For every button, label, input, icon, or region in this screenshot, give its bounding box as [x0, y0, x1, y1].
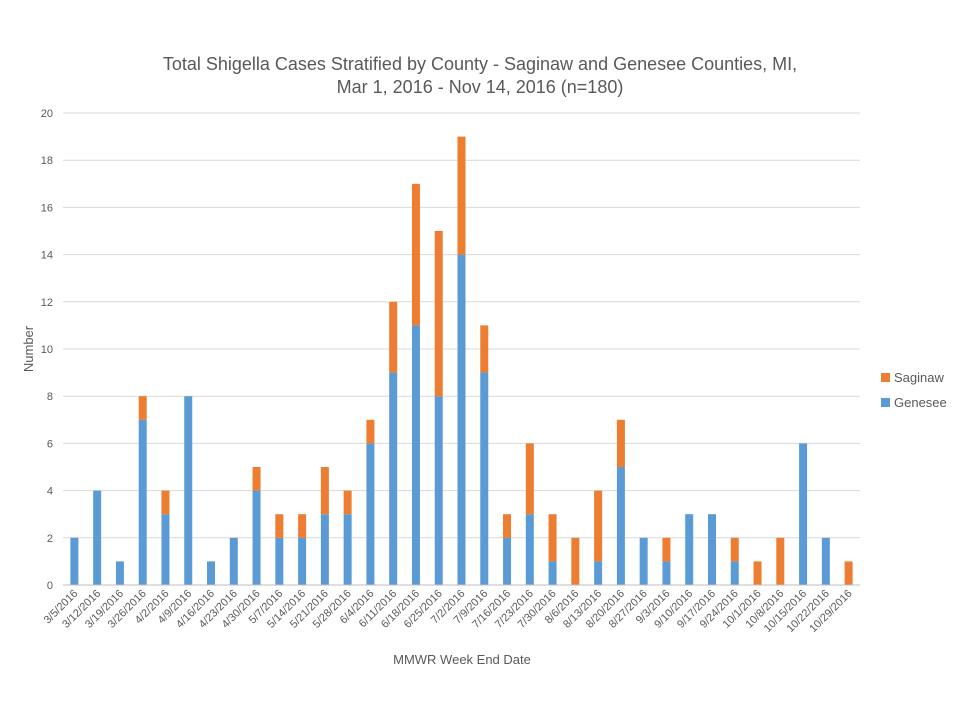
- bar-saginaw-10-29-2016: [844, 561, 853, 585]
- legend: Saginaw Genesee: [881, 370, 947, 410]
- bar-genesee-5-7-2016: [275, 537, 284, 585]
- bar-genesee-3-5-2016: [70, 537, 79, 585]
- bar-genesee-9-24-2016: [730, 561, 739, 585]
- bar-genesee-5-28-2016: [343, 514, 352, 585]
- chart-subtitle: Mar 1, 2016 - Nov 14, 2016 (n=180): [337, 77, 624, 97]
- bar-saginaw-8-6-2016: [571, 537, 580, 585]
- bar-genesee-6-11-2016: [389, 372, 398, 585]
- bar-saginaw-8-13-2016: [594, 490, 603, 562]
- y-tick-label: 8: [47, 391, 53, 403]
- bar-genesee-7-2-2016: [457, 254, 466, 585]
- y-tick-label: 12: [41, 297, 53, 309]
- bar-genesee-7-30-2016: [548, 561, 557, 585]
- x-axis-ticks: 3/5/20163/12/20163/19/20163/26/20164/2/2…: [42, 588, 855, 635]
- bar-saginaw-8-20-2016: [616, 419, 625, 467]
- y-axis-title: Number: [21, 325, 36, 372]
- bar-genesee-3-19-2016: [115, 561, 124, 585]
- bar-genesee-4-23-2016: [229, 537, 238, 585]
- y-axis-ticks: 0 2 4 6 8 10 12 14 16 18 20: [41, 108, 53, 592]
- bar-saginaw-4-30-2016: [252, 467, 261, 491]
- bar-saginaw-5-14-2016: [298, 514, 307, 538]
- legend-swatch-saginaw: [881, 373, 890, 382]
- bar-genesee-10-22-2016: [821, 537, 830, 585]
- bar-genesee-6-4-2016: [366, 443, 375, 585]
- bar-saginaw-9-3-2016: [662, 537, 671, 562]
- bar-saginaw-7-2-2016: [457, 136, 466, 255]
- bar-genesee-4-2-2016: [161, 514, 170, 585]
- y-tick-label: 4: [47, 486, 53, 498]
- bar-saginaw-6-4-2016: [366, 419, 375, 444]
- bar-genesee-4-9-2016: [184, 396, 193, 585]
- bar-genesee-7-16-2016: [503, 537, 512, 585]
- bar-genesee-5-14-2016: [298, 537, 307, 585]
- bar-genesee-5-21-2016: [320, 514, 329, 585]
- y-tick-label: 6: [47, 438, 53, 450]
- y-tick-label: 0: [47, 580, 53, 592]
- bar-saginaw-7-16-2016: [503, 514, 512, 538]
- y-tick-label: 20: [41, 108, 53, 120]
- bar-saginaw-10-8-2016: [776, 537, 785, 585]
- bar-genesee-10-15-2016: [799, 443, 808, 585]
- bar-saginaw-6-25-2016: [434, 231, 443, 397]
- bar-saginaw-10-1-2016: [753, 561, 762, 585]
- bar-saginaw-7-30-2016: [548, 514, 557, 562]
- bar-genesee-3-12-2016: [93, 490, 102, 585]
- bar-saginaw-3-26-2016: [138, 396, 147, 420]
- bar-saginaw-4-2-2016: [161, 490, 170, 515]
- y-tick-label: 10: [41, 344, 53, 356]
- bar-saginaw-5-7-2016: [275, 514, 284, 538]
- y-tick-label: 16: [41, 202, 53, 214]
- bar-genesee-8-20-2016: [616, 467, 625, 585]
- bar-genesee-7-23-2016: [525, 514, 534, 585]
- bar-genesee-9-3-2016: [662, 561, 671, 585]
- bar-saginaw-5-28-2016: [343, 490, 352, 515]
- bar-saginaw-9-24-2016: [730, 537, 739, 562]
- bar-genesee-7-9-2016: [480, 372, 489, 585]
- bar-genesee-4-16-2016: [207, 561, 216, 585]
- y-tick-label: 14: [41, 250, 53, 262]
- bar-genesee-9-10-2016: [685, 514, 694, 585]
- legend-label-saginaw: Saginaw: [894, 370, 944, 385]
- y-tick-label: 2: [47, 533, 53, 545]
- bars: [70, 136, 853, 585]
- legend-swatch-genesee: [881, 398, 890, 407]
- bar-genesee-8-27-2016: [639, 537, 648, 585]
- bar-genesee-4-30-2016: [252, 490, 261, 585]
- bar-genesee-6-18-2016: [411, 325, 420, 585]
- bar-saginaw-7-23-2016: [525, 443, 534, 515]
- chart-title: Total Shigella Cases Stratified by Count…: [163, 54, 797, 74]
- x-axis-title: MMWR Week End Date: [393, 652, 531, 667]
- legend-label-genesee: Genesee: [894, 395, 947, 410]
- bar-saginaw-6-11-2016: [389, 301, 398, 373]
- y-tick-label: 18: [41, 155, 53, 167]
- bar-genesee-9-17-2016: [707, 514, 716, 585]
- bar-saginaw-5-21-2016: [320, 467, 329, 515]
- bar-genesee-6-25-2016: [434, 396, 443, 585]
- bar-genesee-8-13-2016: [594, 561, 603, 585]
- bar-saginaw-7-9-2016: [480, 325, 489, 373]
- bar-saginaw-6-18-2016: [411, 183, 420, 326]
- bar-genesee-3-26-2016: [138, 419, 147, 585]
